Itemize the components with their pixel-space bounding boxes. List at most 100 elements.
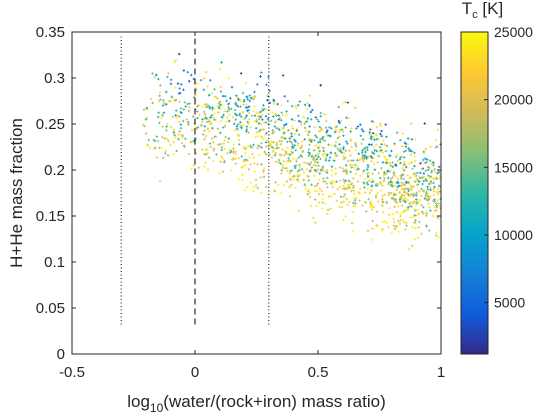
scatter-point	[426, 198, 429, 201]
scatter-point	[326, 129, 329, 132]
scatter-point	[330, 169, 334, 172]
scatter-point	[179, 126, 183, 130]
scatter-point	[334, 172, 338, 175]
scatter-point	[287, 129, 290, 132]
scatter-point	[422, 179, 426, 183]
scatter-point	[253, 120, 256, 123]
scatter-point	[204, 148, 208, 152]
scatter-point	[399, 139, 402, 142]
x-tick-label: 1	[437, 364, 445, 381]
scatter-point	[169, 125, 173, 129]
scatter-point	[331, 179, 334, 183]
scatter-point	[363, 154, 367, 157]
scatter-point	[164, 90, 168, 94]
scatter-point	[184, 105, 187, 108]
colorbar-tick-label: 20000	[494, 92, 533, 108]
scatter-point	[286, 146, 289, 149]
scatter-point	[357, 159, 361, 162]
scatter-point	[411, 167, 414, 171]
scatter-point	[268, 153, 271, 156]
scatter-point	[334, 167, 337, 170]
scatter-point	[370, 238, 373, 242]
scatter-point	[221, 170, 225, 173]
scatter-point	[420, 194, 423, 198]
scatter-point	[268, 89, 271, 93]
scatter-point	[240, 166, 243, 169]
scatter-point	[436, 199, 439, 202]
scatter-point	[368, 143, 371, 146]
scatter-point	[374, 143, 378, 147]
scatter-point	[433, 198, 436, 201]
scatter-point	[338, 121, 341, 125]
scatter-point	[294, 149, 297, 152]
scatter-point	[262, 128, 265, 131]
scatter-point	[260, 163, 263, 166]
scatter-point	[180, 111, 183, 115]
scatter-point	[293, 166, 297, 170]
scatter-point	[317, 130, 321, 133]
scatter-point	[307, 148, 311, 151]
scatter-point	[349, 130, 352, 133]
scatter-point	[196, 82, 199, 85]
scatter-point	[404, 149, 407, 152]
scatter-point	[268, 142, 271, 145]
scatter-points	[142, 52, 442, 251]
scatter-point	[264, 152, 268, 155]
scatter-point	[247, 168, 251, 171]
scatter-point	[437, 217, 440, 220]
scatter-point	[162, 101, 166, 104]
scatter-point	[245, 125, 249, 128]
scatter-point	[186, 120, 190, 124]
scatter-point	[297, 209, 300, 213]
scatter-point	[196, 126, 200, 129]
y-tick-label: 0.25	[36, 116, 65, 133]
scatter-point	[225, 99, 228, 103]
scatter-point	[328, 156, 332, 159]
scatter-point	[175, 115, 178, 119]
scatter-point	[162, 111, 166, 114]
scatter-point	[245, 130, 248, 133]
scatter-point	[342, 178, 345, 182]
scatter-point	[158, 91, 162, 94]
scatter-point	[306, 189, 310, 193]
scatter-point	[155, 73, 158, 77]
scatter-point	[407, 162, 411, 165]
scatter-point	[335, 154, 339, 157]
scatter-point	[349, 139, 353, 142]
scatter-point	[383, 177, 386, 180]
scatter-point	[242, 159, 246, 163]
scatter-point	[232, 157, 235, 160]
scatter-point	[280, 140, 283, 143]
scatter-point	[223, 139, 226, 142]
scatter-point	[165, 102, 168, 106]
scatter-point	[206, 128, 209, 131]
scatter-point	[224, 95, 227, 98]
scatter-point	[270, 156, 274, 159]
scatter-point	[360, 142, 363, 145]
scatter-point	[246, 145, 250, 148]
scatter-point	[325, 119, 328, 123]
scatter-point	[246, 109, 249, 112]
scatter-point	[194, 126, 197, 129]
scatter-point	[306, 133, 310, 137]
scatter-point	[169, 143, 172, 147]
scatter-point	[209, 79, 212, 82]
scatter-point	[351, 229, 355, 233]
scatter-point	[387, 226, 390, 229]
scatter-point	[385, 135, 388, 139]
scatter-point	[403, 194, 406, 197]
scatter-point	[357, 191, 360, 194]
scatter-point	[204, 116, 207, 119]
scatter-point	[153, 147, 156, 150]
scatter-point	[336, 188, 339, 191]
scatter-point	[402, 177, 406, 181]
scatter-point	[366, 148, 369, 152]
scatter-point	[256, 186, 260, 190]
scatter-point	[413, 221, 417, 225]
scatter-point	[153, 139, 157, 142]
scatter-point	[369, 154, 373, 158]
scatter-point	[248, 94, 251, 97]
scatter-point	[342, 200, 345, 203]
scatter-point	[237, 133, 240, 137]
scatter-point	[425, 179, 428, 182]
